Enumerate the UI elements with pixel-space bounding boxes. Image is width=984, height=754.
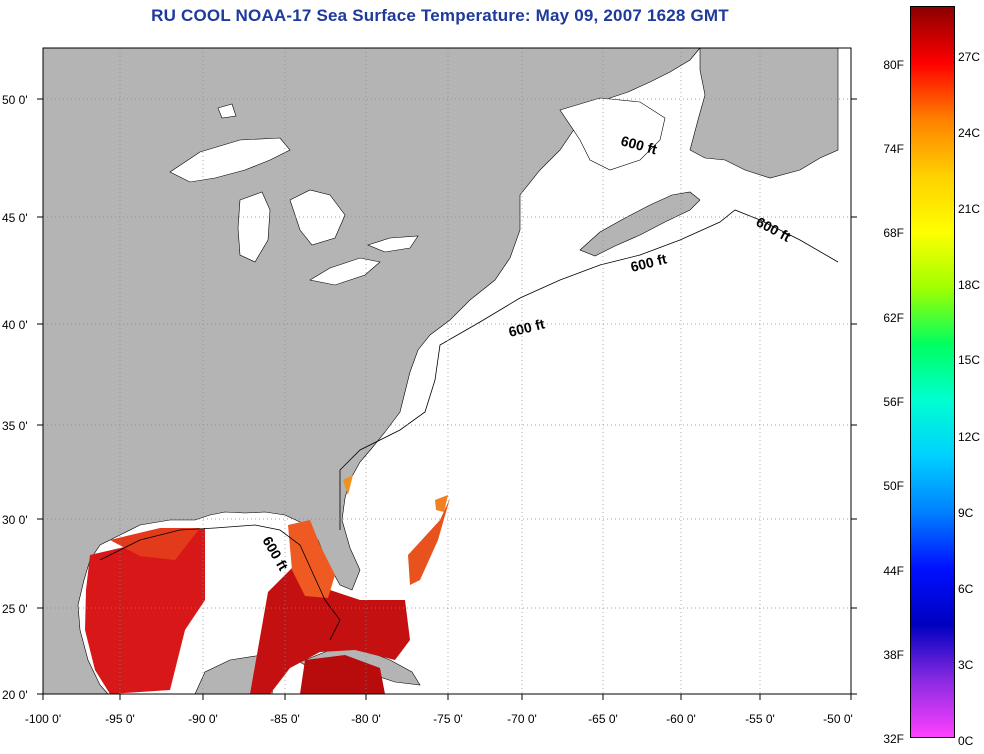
- lon-label: -80 0': [351, 712, 381, 726]
- colorbar-f-label: 62F: [883, 311, 904, 325]
- lon-label: -85 0': [270, 712, 300, 726]
- lat-label: 45 0': [2, 211, 28, 225]
- longitude-axis: -100 0' -95 0' -90 0' -85 0' -80 0' -75 …: [25, 694, 853, 726]
- sst-patch-gulf-stream-bahamas: [408, 498, 450, 585]
- lon-label: -50 0': [823, 712, 853, 726]
- lon-label: -95 0': [105, 712, 135, 726]
- colorbar-f-label: 80F: [883, 58, 904, 72]
- lon-label: -75 0': [433, 712, 463, 726]
- colorbar-f-label: 38F: [883, 648, 904, 662]
- lat-label: 20 0': [2, 688, 28, 702]
- great-lakes: [169, 103, 419, 286]
- sst-patch-gulf-stream-north: [435, 495, 448, 512]
- colorbar-f-label: 50F: [883, 479, 904, 493]
- latitude-axis: 50 0' 45 0' 40 0' 35 0' 30 0' 25 0' 20 0…: [2, 93, 857, 702]
- colorbar-f-label: 68F: [883, 226, 904, 240]
- isobath-600ft: [339, 209, 839, 530]
- land-newfoundland: [689, 47, 839, 179]
- lon-label: -100 0': [25, 712, 61, 726]
- lat-label: 30 0': [2, 513, 28, 527]
- lon-label: -60 0': [666, 712, 696, 726]
- lon-label: -70 0': [507, 712, 537, 726]
- sst-patch-carolina: [343, 475, 353, 495]
- gulf-st-lawrence: [559, 97, 666, 171]
- colorbar-c-label: 21C: [958, 202, 981, 216]
- lon-label: -90 0': [188, 712, 218, 726]
- colorbar-c-label: 9C: [958, 506, 974, 520]
- colorbar-f-label: 74F: [883, 142, 904, 156]
- lat-label: 35 0': [2, 419, 28, 433]
- colorbar-f-label: 32F: [883, 732, 904, 746]
- lat-label: 40 0': [2, 318, 28, 332]
- graticule: [43, 48, 851, 694]
- sst-patch-eastern-gulf: [250, 560, 410, 694]
- colorbar-f-label: 56F: [883, 395, 904, 409]
- lon-label: -65 0': [588, 712, 618, 726]
- temperature-colorbar: [910, 6, 955, 738]
- colorbar-c-label: 27C: [958, 50, 981, 64]
- sst-patch-western-gulf: [85, 528, 205, 694]
- map-title: RU COOL NOAA-17 Sea Surface Temperature:…: [151, 6, 729, 25]
- colorbar-c-label: 18C: [958, 278, 981, 292]
- lat-label: 50 0': [2, 93, 28, 107]
- isobath-600ft-gulf: [99, 524, 341, 641]
- colorbar-c-label: 15C: [958, 353, 981, 367]
- colorbar-c-label: 24C: [958, 126, 981, 140]
- sst-data: [85, 475, 450, 694]
- colorbar-c-label: 12C: [958, 430, 981, 444]
- land-nova-scotia: [579, 191, 701, 257]
- colorbar-c-label: 6C: [958, 582, 974, 596]
- sst-patch-florida-shelf: [288, 520, 335, 598]
- lon-label: -55 0': [745, 712, 775, 726]
- lat-label: 25 0': [2, 602, 28, 616]
- sst-patch-caribbean: [300, 655, 385, 694]
- land-north-america: [42, 47, 701, 695]
- colorbar-f-label: 44F: [883, 564, 904, 578]
- colorbar-c-label: 3C: [958, 658, 974, 672]
- map-frame: [42, 47, 852, 695]
- sst-patch-texas-coast: [110, 528, 200, 560]
- colorbar-c-label: 0C: [958, 734, 974, 748]
